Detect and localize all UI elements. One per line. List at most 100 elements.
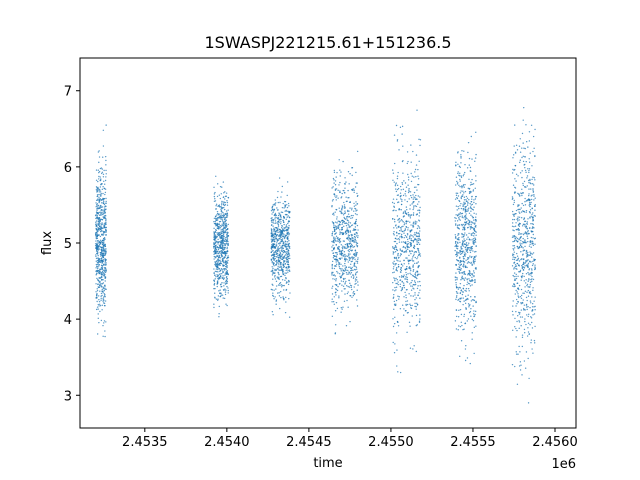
data-point	[454, 217, 456, 219]
data-point	[531, 275, 533, 278]
data-point	[98, 191, 100, 193]
data-point	[519, 208, 521, 211]
data-point	[345, 266, 347, 269]
data-point	[395, 257, 398, 260]
data-point	[350, 214, 353, 217]
data-point	[461, 215, 463, 217]
data-point	[335, 235, 338, 238]
data-point	[467, 294, 469, 296]
data-point	[277, 263, 280, 265]
data-point	[289, 292, 291, 294]
data-point	[99, 204, 102, 207]
data-point	[462, 260, 465, 263]
data-point	[457, 171, 459, 173]
data-point	[528, 161, 531, 163]
data-point	[351, 250, 353, 252]
data-point	[348, 216, 350, 218]
data-point	[279, 261, 281, 264]
data-point	[98, 260, 100, 262]
data-point	[331, 298, 333, 300]
data-point	[227, 197, 230, 199]
data-point	[220, 254, 223, 256]
data-point	[527, 286, 529, 288]
data-point	[519, 316, 522, 318]
data-point	[286, 194, 288, 197]
data-point	[517, 192, 519, 195]
data-point	[468, 290, 470, 292]
data-point	[104, 206, 106, 208]
data-point	[414, 232, 416, 234]
data-point	[215, 175, 217, 177]
data-point	[528, 232, 530, 235]
data-point	[221, 207, 223, 210]
data-point	[397, 187, 400, 190]
data-point	[349, 226, 352, 228]
data-point	[471, 299, 474, 301]
data-point	[530, 302, 532, 304]
data-point	[333, 255, 335, 257]
data-point	[101, 283, 103, 285]
data-point	[339, 169, 341, 171]
data-point	[103, 295, 106, 297]
data-point	[531, 207, 533, 209]
data-point	[395, 232, 398, 234]
data-point	[343, 240, 346, 242]
data-point	[471, 332, 473, 334]
data-point	[278, 266, 281, 268]
data-point	[98, 188, 101, 191]
data-point	[468, 212, 471, 214]
data-point	[281, 247, 284, 249]
data-point	[220, 204, 223, 206]
data-point	[223, 282, 225, 284]
data-point	[457, 316, 460, 318]
data-point	[515, 228, 517, 231]
data-point	[474, 160, 476, 163]
data-point	[349, 173, 351, 175]
data-point	[97, 262, 100, 264]
observing-season-points	[213, 175, 230, 318]
data-point	[102, 286, 105, 289]
data-point	[279, 269, 281, 271]
data-point	[274, 232, 277, 234]
data-point	[416, 109, 418, 111]
data-points	[94, 106, 536, 404]
data-point	[523, 328, 526, 331]
data-point	[460, 245, 462, 248]
data-point	[458, 200, 461, 203]
data-point	[220, 231, 222, 233]
data-point	[98, 224, 100, 227]
data-point	[344, 218, 347, 220]
data-point	[340, 306, 343, 309]
data-point	[99, 220, 101, 222]
data-point	[525, 160, 527, 163]
data-point	[530, 252, 532, 255]
data-point	[221, 240, 224, 242]
data-point	[531, 253, 534, 255]
data-point	[222, 243, 225, 245]
data-point	[334, 252, 337, 254]
data-point	[527, 237, 529, 240]
data-point	[470, 308, 472, 310]
data-point	[530, 342, 532, 344]
data-point	[277, 246, 280, 248]
data-point	[332, 274, 335, 277]
data-point	[99, 198, 101, 200]
data-point	[213, 195, 216, 198]
data-point	[282, 221, 285, 224]
data-point	[216, 217, 219, 219]
data-point	[345, 222, 347, 224]
data-point	[273, 228, 275, 231]
data-point	[514, 326, 516, 328]
data-point	[284, 234, 286, 237]
data-point	[455, 161, 457, 164]
data-point	[461, 272, 463, 274]
data-point	[103, 187, 105, 190]
data-point	[419, 255, 422, 257]
data-point	[522, 184, 524, 187]
data-point	[528, 131, 531, 133]
data-point	[395, 289, 397, 291]
data-point	[105, 205, 107, 208]
data-point	[275, 303, 277, 305]
data-point	[514, 278, 516, 280]
data-point	[533, 177, 536, 179]
